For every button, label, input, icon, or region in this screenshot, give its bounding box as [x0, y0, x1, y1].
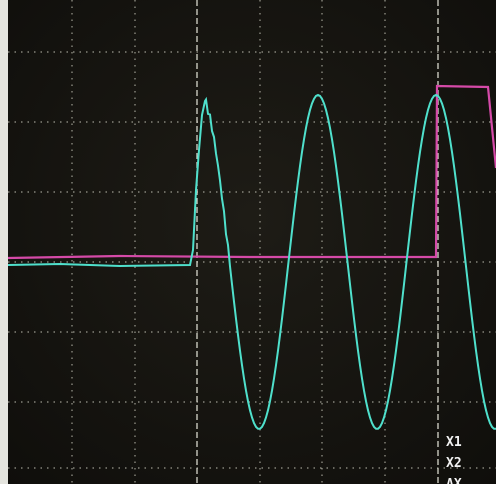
cursor-label: X2 [446, 456, 462, 471]
cursor-label: X1 [446, 435, 462, 450]
oscilloscope-photo: X1 X2 ΔX [0, 0, 496, 484]
screen [8, 0, 496, 484]
cursor-label: ΔX [446, 477, 462, 484]
